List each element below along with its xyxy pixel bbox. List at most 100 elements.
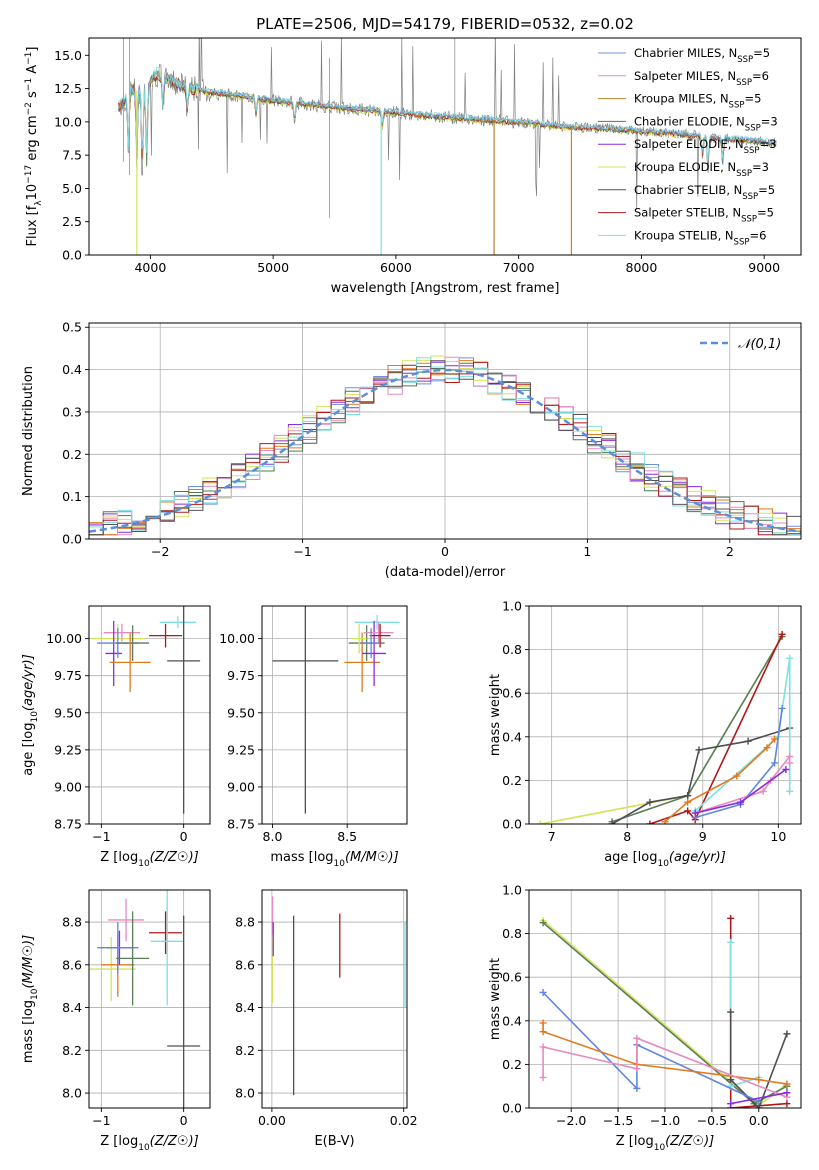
x-tick-label: −0.5 [697, 1113, 727, 1128]
x-tick-label: −1 [92, 829, 110, 844]
x-axis-label: wavelength [Angstrom, rest frame] [331, 281, 560, 296]
y-tick-label: 0.4 [502, 729, 522, 744]
y-tick-label: 8.4 [235, 1000, 255, 1015]
y-tick-label: 0.1 [62, 489, 82, 504]
data-point [684, 807, 692, 815]
axes-frame [88, 605, 211, 825]
x-axis-label: Z [log10(Z/Z☉)] [100, 850, 198, 869]
plot-area [118, 38, 777, 255]
y-tick-label: 8.2 [62, 1043, 82, 1058]
x-tick-label: −1.5 [603, 1113, 633, 1128]
y-tick-label: 10.00 [219, 631, 255, 646]
data-point [646, 798, 654, 806]
data-point [771, 759, 779, 767]
x-tick-label: 6000 [380, 260, 412, 275]
data-point [783, 1030, 791, 1038]
legend-entry: Salpeter STELIB, NSSP=5 [634, 206, 774, 225]
legend: Chabrier MILES, NSSP=5 Salpeter MILES, NS… [598, 46, 778, 247]
x-tick-label: 5000 [257, 260, 289, 275]
x-tick-label: 8 [623, 829, 631, 844]
y-axis-label: mass weight [488, 958, 503, 1040]
plot-area [89, 890, 201, 1108]
observed-spectrum [119, 38, 777, 211]
x-tick-label: 7 [548, 829, 556, 844]
y-tick-label: 8.75 [227, 817, 255, 832]
y-tick-label: 0.2 [502, 1057, 522, 1072]
grid [262, 890, 407, 1108]
y-tick-label: 9.00 [227, 779, 255, 794]
data-point [771, 735, 779, 743]
legend-entry: Salpeter ELODIE, NSSP=3 [634, 137, 777, 156]
data-point [539, 1028, 547, 1036]
y-tick-label: 7.5 [62, 148, 82, 163]
data-point [763, 744, 771, 752]
data-point [778, 704, 786, 712]
data-point [608, 820, 616, 824]
y-tick-label: 0.4 [62, 362, 82, 377]
y-axis-label: mass weight [488, 674, 503, 756]
y-tick-label: 1.0 [502, 599, 522, 614]
y-tick-label: 9.00 [54, 779, 82, 794]
y-tick-label: 0.2 [502, 773, 522, 788]
legend-entry: Chabrier MILES, NSSP=5 [634, 46, 770, 65]
y-tick-label: 0.6 [502, 970, 522, 985]
x-tick-label: 8.5 [337, 829, 357, 844]
x-tick-label: 7000 [503, 260, 535, 275]
y-tick-label: 5.0 [62, 181, 82, 196]
data-point [786, 787, 794, 795]
y-tick-label: 8.4 [62, 1000, 82, 1015]
x-tick-label: 0.00 [258, 1113, 286, 1128]
y-tick-label: 0.0 [62, 532, 82, 547]
y-tick-label: 15.0 [54, 48, 82, 63]
x-axis-label: Z [log10(Z/Z☉)] [616, 1134, 714, 1153]
data-point [782, 766, 790, 773]
x-tick-label: 0.02 [390, 1113, 418, 1128]
data-point [786, 752, 794, 760]
data-point [783, 1080, 791, 1088]
data-point [536, 820, 544, 824]
y-tick-label: 8.0 [235, 1086, 255, 1101]
y-tick-label: 8.75 [54, 817, 82, 832]
data-point [727, 938, 735, 946]
y-tick-label: 8.8 [235, 915, 255, 930]
y-tick-label: 9.75 [54, 668, 82, 683]
data-point [539, 919, 547, 927]
plot-area [536, 630, 794, 824]
age-vs-mass-panel: 8.0 8.5 8.75 9.00 9.25 9.50 9.75 10.00 mass [log… [219, 605, 408, 869]
x-tick-label: −2.0 [556, 1113, 586, 1128]
y-tick-label: 8.6 [62, 957, 82, 972]
mass-vs-Z-panel: −1 0 8.0 8.2 8.4 8.6 8.8 Z [log10(Z/Z☉)] mass [l… [21, 889, 211, 1153]
y-tick-label: 8.6 [235, 957, 255, 972]
data-point [646, 820, 654, 824]
data-point [727, 1008, 735, 1016]
data-point [684, 792, 692, 800]
legend-entry: Kroupa STELIB, NSSP=6 [634, 228, 766, 247]
y-tick-label: 0.6 [502, 686, 522, 701]
y-tick-label: 0.0 [502, 817, 522, 832]
massweight-vs-Z-panel: −2.0 −1.5 −1.0 −0.5 0.0 0.0 0.2 0.4 0.6 0.8 1.0 Z [… [488, 883, 802, 1153]
legend-entry: Chabrier ELODIE, NSSP=3 [634, 114, 778, 133]
plot-area [271, 896, 406, 1096]
grid [262, 606, 407, 825]
x-tick-label: −1.0 [650, 1113, 680, 1128]
y-tick-label: 0.0 [62, 248, 82, 263]
y-tick-label: 8.8 [62, 915, 82, 930]
axes-frame [261, 605, 408, 825]
legend-entry: Chabrier STELIB, NSSP=5 [634, 183, 775, 202]
axes-frame [528, 605, 802, 825]
residuals-panel: −2 −1 0 1 2 0.0 0.1 0.2 0.3 0.4 0.5 (data-model)/er… [21, 320, 802, 580]
x-tick-label: 8.0 [263, 829, 283, 844]
y-tick-label: 8.0 [62, 1086, 82, 1101]
data-point [733, 772, 741, 780]
y-tick-label: 9.25 [54, 742, 82, 757]
legend-entry: 𝒩(0,1) [738, 337, 781, 352]
x-tick-label: 9000 [748, 260, 780, 275]
x-tick-label: 10 [770, 829, 786, 844]
y-tick-label: 10.00 [46, 631, 82, 646]
data-point [737, 798, 745, 806]
x-tick-label: −1 [92, 1113, 110, 1128]
x-tick-label: 0 [441, 544, 449, 559]
x-axis-label: (data-model)/error [385, 565, 506, 580]
x-tick-label: −1 [293, 544, 311, 559]
y-tick-label: 9.25 [227, 742, 255, 757]
